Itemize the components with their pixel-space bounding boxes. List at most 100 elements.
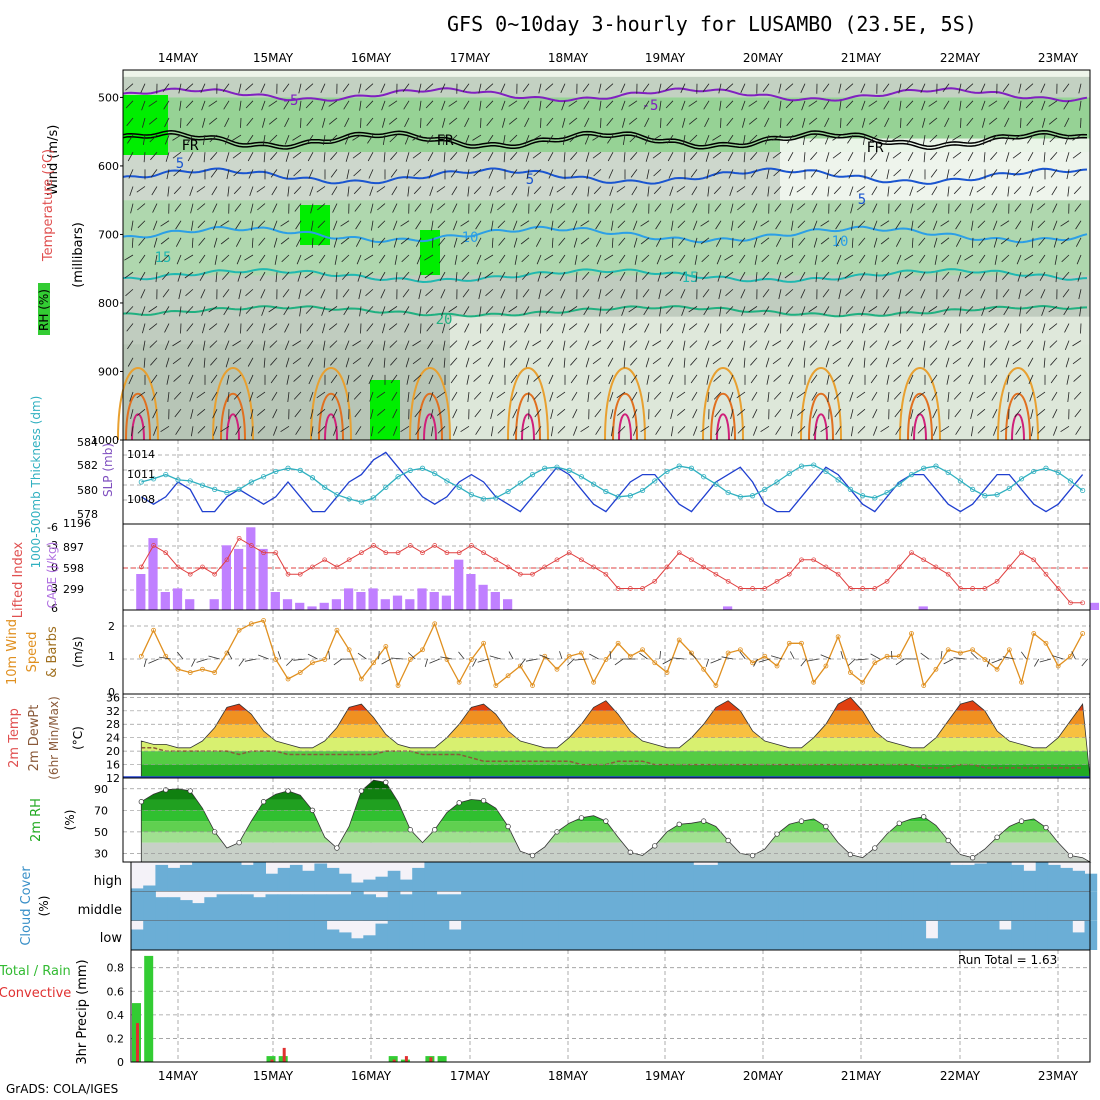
wind-barb <box>701 254 710 263</box>
date-label-bottom: 17MAY <box>450 1069 491 1083</box>
wind-barb <box>172 134 182 141</box>
li-marker <box>848 586 853 591</box>
wind10-barb <box>424 658 428 668</box>
wind-barb <box>236 254 242 265</box>
wind10-marker <box>994 666 1000 672</box>
wind-barb <box>898 289 902 300</box>
li-marker <box>407 543 413 548</box>
wind-barb <box>346 169 350 180</box>
cloud-middle-bar <box>827 891 841 921</box>
wind-barb <box>460 237 470 245</box>
wind-barb <box>463 100 470 110</box>
rh-marker <box>456 800 462 806</box>
wind-barb <box>1073 186 1082 195</box>
wind-barb <box>208 100 218 107</box>
wind-barb <box>522 271 530 280</box>
wind10-barb <box>689 652 697 660</box>
wind-barb <box>826 169 830 180</box>
wind10-barb <box>940 650 943 660</box>
dewpoint-line <box>141 747 1083 769</box>
li-marker <box>676 550 682 556</box>
wind-barb <box>378 254 386 264</box>
wind-barb <box>175 237 182 247</box>
cloud-middle-bar <box>803 891 817 921</box>
wind-barb <box>392 203 398 213</box>
wind10-frame <box>122 609 1091 695</box>
wind-barb <box>186 323 194 332</box>
wind-barb <box>800 289 806 299</box>
thickness-marker <box>1043 465 1049 471</box>
cloud-high-bar <box>241 864 254 892</box>
cloud-low-bar <box>253 920 266 950</box>
wind-barb <box>148 306 158 313</box>
wind-barb <box>704 117 710 128</box>
wind-barb <box>499 271 506 281</box>
cloud-axis-label: Cloud Cover <box>19 866 34 946</box>
wind-barb <box>694 254 698 265</box>
wind-barb <box>609 391 614 402</box>
wind-barb <box>1062 83 1070 92</box>
run-total: Run Total = 1.63 <box>958 953 1058 967</box>
wind10-marker <box>187 670 193 675</box>
cloud-low-bar <box>1011 920 1024 950</box>
wind-barb <box>247 134 254 144</box>
wind-barb <box>930 357 938 366</box>
cloud-low-bar <box>375 923 389 950</box>
wind10-barb <box>820 654 832 660</box>
wind-barb <box>521 254 530 263</box>
wind-barb <box>863 357 866 368</box>
wind-barb <box>797 220 806 229</box>
wind-barb <box>791 237 794 248</box>
rh-marker <box>383 779 389 785</box>
wind-barb <box>981 306 986 316</box>
wind10-barb <box>770 655 783 660</box>
thickness-marker <box>639 487 646 494</box>
wind-barb <box>429 391 434 402</box>
temperature-axis-label: Temperature (°C) <box>41 149 56 262</box>
wind10-barb <box>381 658 392 665</box>
cloud-low-bar <box>461 920 474 950</box>
wind-barb <box>845 83 854 91</box>
wind-barb <box>729 391 734 402</box>
wind-barb <box>381 306 386 316</box>
wind10-marker <box>945 647 951 653</box>
wind-barb <box>743 152 746 163</box>
wind10-marker <box>517 663 523 669</box>
wind-barb <box>430 409 434 419</box>
wind-barb <box>1002 289 1010 298</box>
wind-barb <box>179 306 182 317</box>
wind-barb <box>965 288 974 297</box>
cloud-low-bar <box>412 920 425 950</box>
li-marker <box>493 557 499 563</box>
wind-barb <box>702 271 710 280</box>
wind-barb <box>137 220 146 229</box>
date-label-top: 21MAY <box>841 51 882 65</box>
wind-barb <box>871 391 878 401</box>
wind-barb <box>546 323 554 332</box>
wind-barb <box>1062 289 1070 298</box>
cloud-high-bar <box>1023 870 1037 892</box>
cloud-low-bar <box>693 920 707 950</box>
wind-barb <box>1031 220 1034 231</box>
wind-barb <box>427 152 434 162</box>
wind-barb <box>623 357 626 368</box>
wind-barb <box>294 408 302 418</box>
wind-barb <box>307 340 314 350</box>
wind-barb <box>802 135 806 145</box>
wind-barb <box>364 254 374 261</box>
wind10-marker <box>689 650 694 656</box>
wind-barb <box>713 391 722 400</box>
wind-barb <box>330 374 338 384</box>
wind-barb <box>1048 100 1058 107</box>
precip-total-label: Total / Rain <box>0 964 71 979</box>
cloud-middle-bar <box>986 891 1000 921</box>
wind-barb <box>224 134 230 145</box>
wind-barb <box>136 391 146 399</box>
wind10-barb <box>739 651 746 660</box>
wind-barb <box>317 426 326 434</box>
li-marker <box>481 550 486 556</box>
wind-barb <box>840 323 842 334</box>
wind-barb <box>720 117 722 128</box>
wind-barb <box>981 100 986 111</box>
wind-barb <box>737 220 746 229</box>
